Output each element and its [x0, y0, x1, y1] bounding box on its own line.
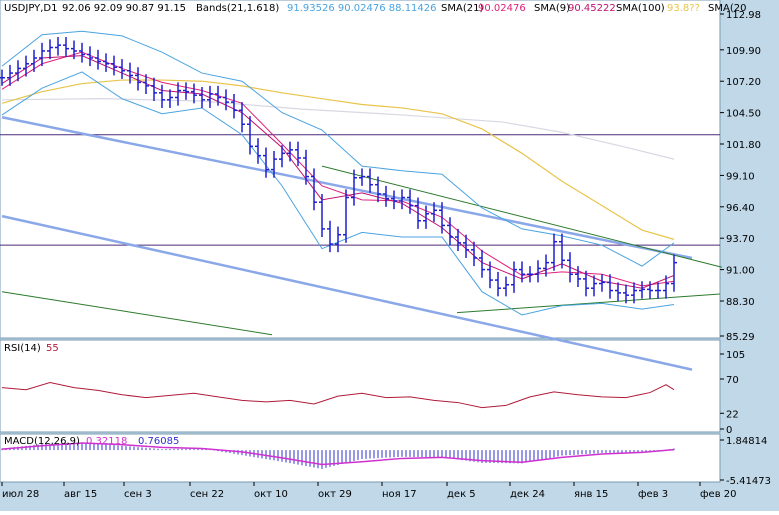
x-tick-label: дек 5	[447, 489, 476, 500]
rsi-header-label: RSI(14)	[4, 343, 41, 354]
rsi-tick-label: 70	[726, 375, 739, 386]
x-tick-label: дек 24	[510, 489, 545, 500]
x-tick-label: ноя 17	[382, 489, 417, 500]
y-tick-label: 112.98	[726, 10, 761, 21]
x-tick-label: авг 15	[64, 489, 97, 500]
header-sma9-value: 90.45222	[568, 3, 616, 14]
macd-header-value1: 0.32118	[86, 436, 127, 447]
trendline-channel-lower	[1, 214, 693, 371]
x-tick-label: янв 15	[574, 489, 608, 500]
x-tick-label: окт 29	[318, 489, 352, 500]
rsi-pane	[0, 339, 721, 433]
price-pane	[0, 0, 721, 339]
header-bands-label: Bands(21,1.618)	[196, 3, 279, 14]
y-tick-label: 109.90	[726, 46, 761, 57]
rsi-tick-label: 105	[726, 350, 745, 361]
x-tick-label: июл 28	[2, 489, 39, 500]
trendline-channel-upper	[1, 116, 693, 260]
macd-pane	[0, 433, 721, 483]
x-tick-label: сен 22	[190, 489, 224, 500]
header-sma9-label: SMA(9)	[534, 3, 570, 14]
y-tick-label: 104.50	[726, 109, 761, 120]
y-axis-labels: 112.98 109.90 107.20 104.50 101.80 99.10 96.40…	[720, 10, 771, 487]
header-sma100-label: SMA(100)	[616, 3, 665, 14]
rsi-line	[1, 382, 675, 409]
rsi-tick-label: 22	[726, 409, 739, 420]
trendline-green-resistance	[321, 165, 723, 268]
header-symbol: USDJPY,D1	[4, 3, 57, 14]
x-tick-label: сен 3	[124, 489, 152, 500]
y-tick-label: 107.20	[726, 77, 761, 88]
y-tick-label: 85.29	[726, 332, 755, 343]
y-tick-label: 99.10	[726, 171, 755, 182]
x-tick-label: фев 20	[700, 489, 737, 500]
x-tick-label: окт 10	[254, 489, 288, 500]
sma9-line	[1, 55, 675, 289]
header-sma100-value: 93.8??	[667, 3, 700, 14]
header-bands-values: 91.93526 90.02476 88.11426	[287, 3, 437, 14]
y-tick-label: 88.30	[726, 297, 755, 308]
rsi-tick-label: 0	[726, 425, 732, 436]
y-tick-label: 101.80	[726, 140, 761, 151]
macd-tick-label: 1.84814	[726, 436, 767, 447]
macd-plot	[1, 442, 675, 469]
x-axis-labels: июл 28 авг 15 сен 3 сен 22 окт 10 окт 29 ноя 1…	[1, 482, 737, 500]
macd-header-label: MACD(12,26,9)	[4, 436, 80, 447]
sma200-line	[1, 98, 675, 160]
y-tick-label: 93.70	[726, 234, 755, 245]
header-sma21-value: 90.02476	[478, 3, 526, 14]
header-sma21-label: SMA(21)	[441, 3, 483, 14]
header-sma200-label: SMA(20	[708, 3, 746, 14]
header-ohlc: 92.06 92.09 90.87 91.15	[62, 3, 186, 14]
y-tick-label: 91.00	[726, 266, 755, 277]
bollinger-lower-line	[1, 71, 675, 316]
rsi-header-value: 55	[46, 343, 59, 354]
macd-header-value2: 0.76085	[138, 436, 179, 447]
bollinger-upper-line	[1, 30, 675, 267]
macd-signal-line	[1, 442, 675, 466]
macd-tick-label: -5.41473	[726, 476, 771, 487]
sma21-line	[1, 51, 675, 287]
price-plot	[0, 30, 723, 371]
y-tick-label: 96.40	[726, 203, 755, 214]
x-tick-label: фев 3	[638, 489, 668, 500]
sma100-line	[1, 79, 675, 240]
trendline-green-lower	[1, 291, 273, 336]
rsi-plot	[1, 382, 675, 409]
trendline-green-support	[456, 293, 721, 314]
